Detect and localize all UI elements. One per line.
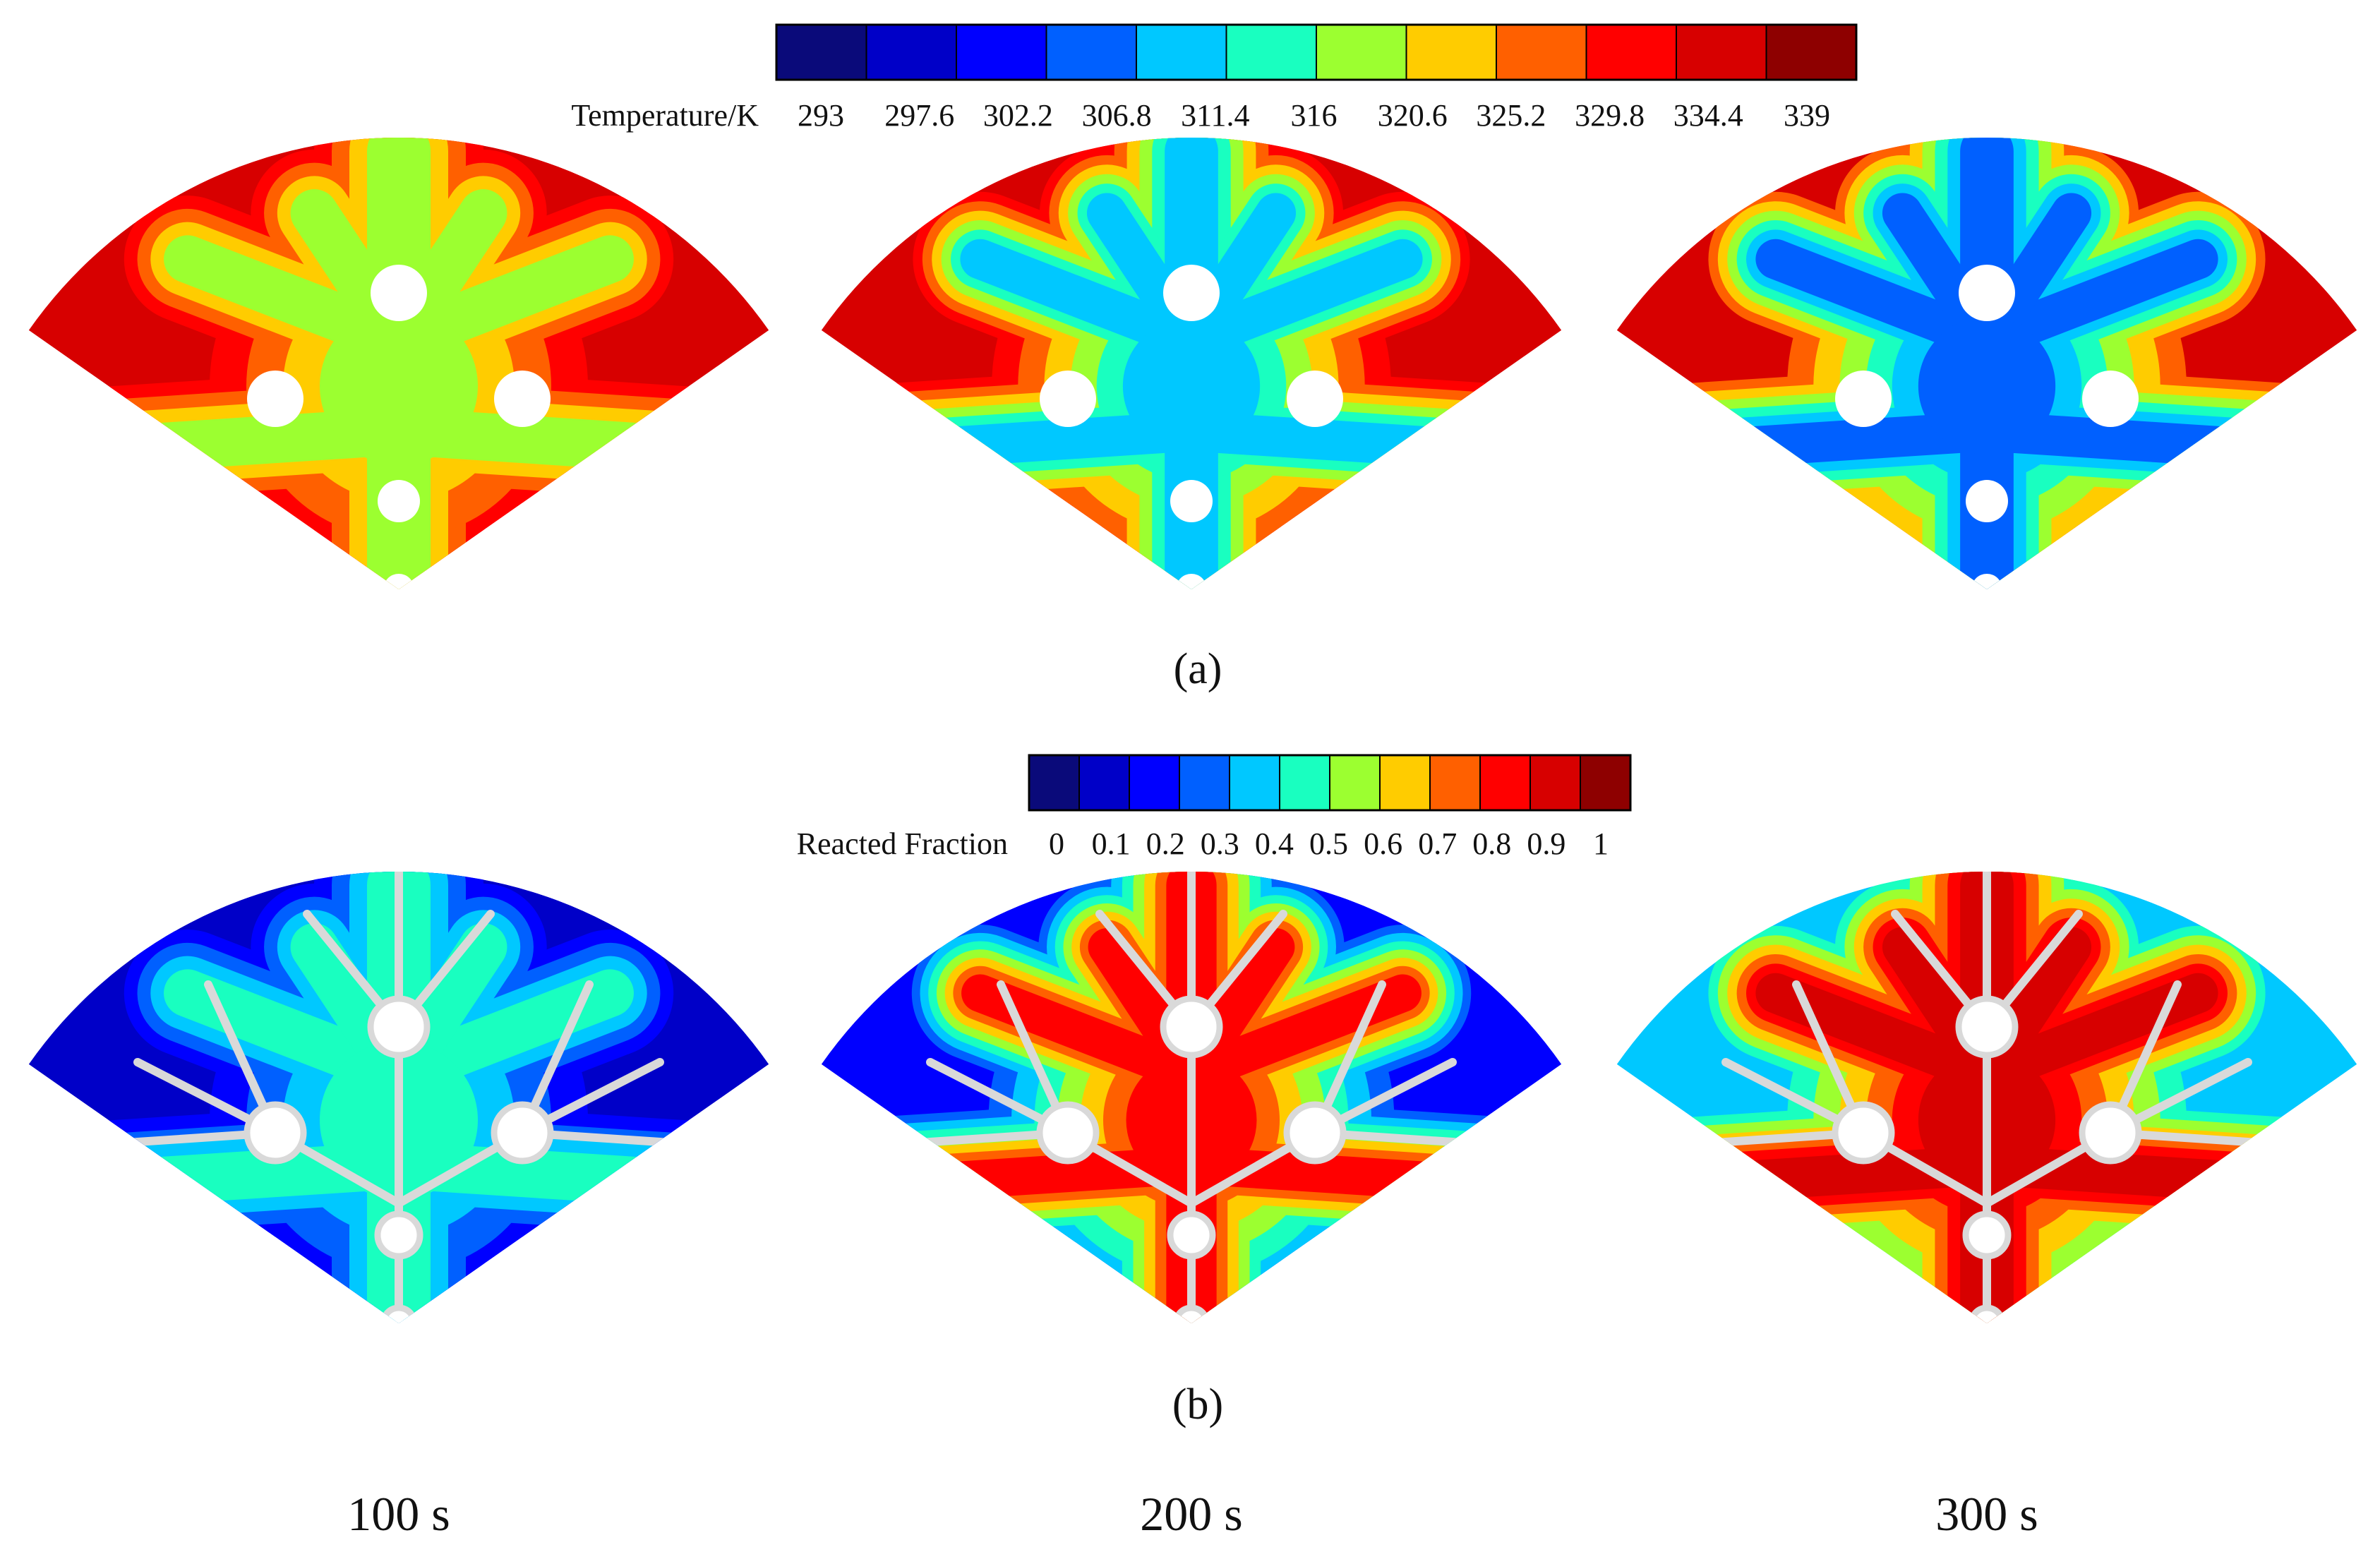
temperature-panel-3-pipe-hole (1835, 371, 1892, 427)
temperature-legend-swatch (865, 24, 958, 80)
temperature-legend-swatch (1585, 24, 1678, 80)
reacted-fraction-legend-tick-label: 0 (1049, 826, 1064, 861)
temperature-legend-swatch (1765, 24, 1858, 80)
reacted-fraction-panel-3-pipe-hole (1968, 1304, 2006, 1323)
reacted-fraction-legend-swatch (1580, 754, 1632, 811)
time-label-100s: 100 s (347, 1487, 450, 1541)
reacted-fraction-panel-2 (821, 872, 1562, 1323)
reacted-fraction-legend-swatch (1078, 754, 1131, 811)
temperature-legend-bar-frame (775, 23, 1858, 81)
temperature-legend-tick-label: 320.6 (1378, 98, 1448, 133)
temperature-panel-3-pipe-hole (1971, 574, 2002, 589)
temperature-panel-1-pipe-hole (383, 574, 414, 589)
temperature-legend-tick-label: 316 (1291, 98, 1338, 133)
temperature-panel-3-pipe-hole (2082, 371, 2139, 427)
time-label-300s: 300 s (1935, 1487, 2038, 1541)
temperature-panel-2 (821, 137, 1562, 589)
reacted-fraction-legend-swatch (1179, 754, 1231, 811)
temperature-panel-3-pipe-hole (1966, 480, 2008, 522)
reacted-fraction-legend-tick-label: 0.6 (1364, 826, 1402, 861)
temperature-panel-3 (1616, 137, 2357, 589)
temperature-legend-tick-label: 329.8 (1575, 98, 1645, 133)
temperature-legend-swatch (776, 24, 867, 80)
reacted-fraction-legend-tick-label: 0.9 (1527, 826, 1565, 861)
reacted-fraction-legend: Reacted Fraction 0 0.1 0.2 0.3 0.4 0.5 0.6 0.7 0.… (797, 754, 1632, 861)
reacted-fraction-legend-tick-label: 0.4 (1255, 826, 1294, 861)
reacted-fraction-panel-1 (28, 872, 769, 1323)
reacted-fraction-legend-swatch (1028, 754, 1081, 811)
temperature-legend-swatch (1496, 24, 1587, 80)
reacted-fraction-legend-swatch (1379, 754, 1431, 811)
reacted-fraction-panel-1-pipe-hole (374, 1210, 423, 1260)
reacted-fraction-panel-1-pipe-hole (244, 1101, 307, 1165)
reacted-fraction-panel-2-pipe-hole (1172, 1304, 1210, 1323)
temperature-contour-row (28, 137, 2357, 589)
temperature-panel-1-pipe-hole (494, 371, 551, 427)
temperature-panel-1-pipe-hole (378, 480, 420, 522)
reacted-fraction-legend-swatch (1529, 754, 1582, 811)
reacted-fraction-legend-tick-label: 0.3 (1201, 826, 1239, 861)
reacted-fraction-panel-1-pipe-hole (367, 995, 431, 1059)
temperature-legend-tick-label: 297.6 (884, 98, 954, 133)
reacted-fraction-legend-tick-label: 1 (1593, 826, 1609, 861)
temperature-panel-1 (28, 138, 769, 589)
reacted-fraction-panel-3 (1616, 872, 2357, 1323)
temperature-legend-tick-label: 311.4 (1181, 98, 1249, 133)
temperature-legend-tick-label: 306.8 (1082, 98, 1152, 133)
temperature-panel-3-pipe-hole (1959, 265, 2015, 321)
temperature-legend-swatch (1316, 24, 1407, 80)
reacted-fraction-legend-swatch (1229, 754, 1281, 811)
temperature-legend-tick-label: 339 (1784, 98, 1830, 133)
subfigure-label-a: (a) (1174, 645, 1222, 693)
temperature-legend-swatch (1405, 24, 1498, 80)
reacted-fraction-legend-tick-label: 0.5 (1309, 826, 1348, 861)
reacted-fraction-legend-tick-label: 0.8 (1472, 826, 1511, 861)
reacted-fraction-legend-tick-label: 0.2 (1146, 826, 1185, 861)
reacted-fraction-panel-2-pipe-hole (1167, 1210, 1216, 1260)
temperature-panel-2-pipe-hole (1163, 265, 1220, 321)
reacted-fraction-legend-swatch (1329, 754, 1381, 811)
subfigure-label-b: (b) (1172, 1380, 1223, 1428)
reacted-fraction-legend-tick-label: 0.1 (1092, 826, 1131, 861)
reacted-fraction-legend-bar-frame (1028, 754, 1632, 812)
temperature-legend-title: Temperature/K (571, 98, 759, 133)
reacted-fraction-contour-row (28, 872, 2357, 1323)
temperature-panel-2-pipe-hole (1040, 371, 1096, 427)
reacted-fraction-legend-swatch (1279, 754, 1331, 811)
reacted-fraction-legend-swatch (1479, 754, 1532, 811)
temperature-panel-2-pipe-hole (1170, 480, 1213, 522)
time-label-200s: 200 s (1140, 1487, 1242, 1541)
temperature-legend-tick-label: 325.2 (1476, 98, 1546, 133)
temperature-legend-tick-label: 293 (798, 98, 844, 133)
temperature-legend-swatch (1045, 24, 1138, 80)
temperature-legend: Temperature/K 293 297.6 302.2 306.8 311.4 316 3… (571, 23, 1858, 133)
temperature-legend-swatch (1136, 24, 1227, 80)
temperature-legend-tick-label: 302.2 (983, 98, 1053, 133)
temperature-panel-2-pipe-hole (1176, 574, 1207, 589)
reacted-fraction-panel-3-pipe-hole (1832, 1101, 1895, 1165)
temperature-panel-2-contour-band (872, 137, 1511, 589)
temperature-legend-swatch (1676, 24, 1767, 80)
temperature-panel-1-pipe-hole (247, 371, 303, 427)
reacted-fraction-legend-swatch (1129, 754, 1181, 811)
reacted-fraction-legend-title: Reacted Fraction (797, 826, 1008, 861)
reacted-fraction-panel-3-pipe-hole (2079, 1101, 2142, 1165)
temperature-legend-swatch (956, 24, 1047, 80)
reacted-fraction-panel-2-pipe-hole (1283, 1101, 1347, 1165)
temperature-panel-1-pipe-hole (371, 265, 427, 321)
reacted-fraction-panel-2-pipe-hole (1160, 995, 1223, 1059)
temperature-legend-tick-label: 334.4 (1673, 98, 1743, 133)
reacted-fraction-legend-tick-label: 0.7 (1418, 826, 1457, 861)
reacted-fraction-panel-3-pipe-hole (1955, 995, 2019, 1059)
reacted-fraction-panel-1-pipe-hole (491, 1101, 554, 1165)
temperature-legend-swatch (1225, 24, 1318, 80)
reacted-fraction-legend-swatch (1429, 754, 1482, 811)
reacted-fraction-panel-2-pipe-hole (1036, 1101, 1100, 1165)
reacted-fraction-panel-3-pipe-hole (1962, 1210, 2012, 1260)
reacted-fraction-panel-1-pipe-hole (380, 1304, 418, 1323)
temperature-panel-2-pipe-hole (1287, 371, 1343, 427)
